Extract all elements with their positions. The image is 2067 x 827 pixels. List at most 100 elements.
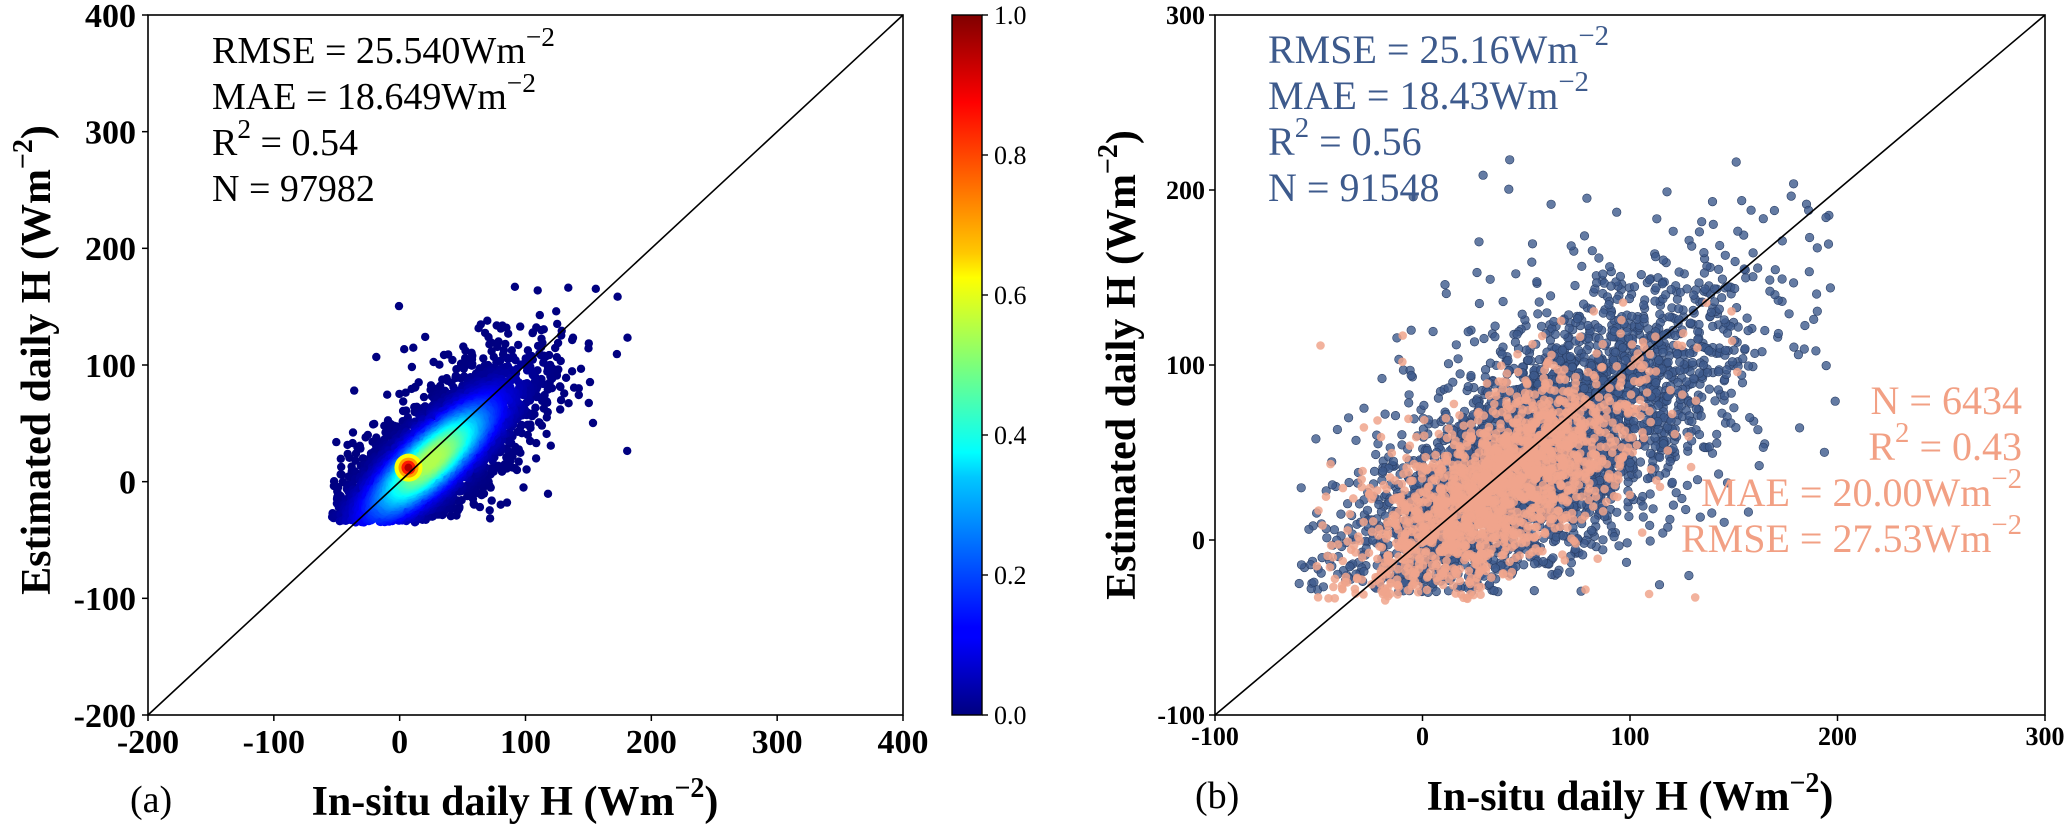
panel-b-point-blue — [1336, 509, 1346, 519]
panel-a-point — [584, 339, 593, 348]
panel-a-point — [446, 512, 456, 521]
panel-a-point — [380, 421, 389, 430]
y-tick-label: 400 — [85, 0, 136, 35]
colorbar-tick-label: 1.0 — [994, 1, 1027, 30]
panel-a-y-label-sup: −2 — [8, 139, 39, 169]
panel-a-x-label-close: ) — [704, 779, 718, 825]
panel-a: -200 -100 0 100 200 300 400 -200-1000100200300… — [8, 0, 1027, 825]
panel-a-point — [531, 403, 540, 412]
panel-a-point — [623, 333, 632, 342]
panel-a-point — [561, 373, 571, 382]
panel-a-x-label-sup: −2 — [674, 773, 704, 804]
panel-a-point — [555, 382, 565, 391]
panel-a-point — [556, 405, 565, 414]
panel-a-point — [410, 383, 420, 392]
panel-b-point-blue — [1579, 231, 1590, 241]
panel-b-point-blue — [1614, 541, 1624, 551]
panel-a-x-label-main: In-situ daily H (Wm — [312, 779, 675, 825]
panel-b-point-blue — [1645, 536, 1655, 546]
colorbar — [951, 14, 983, 716]
panel-a-point — [337, 470, 346, 479]
colorbar-tick-label: 0.0 — [994, 701, 1027, 730]
panel-b-point-blue — [1788, 278, 1799, 288]
panel-a-point — [351, 449, 361, 458]
panel-a-x-axis-label: In-situ daily H (Wm−2) — [312, 773, 719, 825]
panel-a-reference-line — [147, 14, 904, 716]
panel-a-point — [540, 390, 549, 400]
panel-b-point-blue — [1737, 196, 1747, 206]
colorbar-tick-label: 0.6 — [994, 281, 1027, 310]
panel-a-point — [551, 343, 560, 353]
panel-a-point — [514, 457, 523, 466]
y-tick-label: 300 — [85, 115, 136, 152]
panel-a-point — [552, 353, 562, 362]
panel-a-point — [428, 455, 437, 465]
panel-a-point — [553, 319, 562, 329]
panel-a-point — [479, 354, 488, 363]
panel-a-point — [516, 322, 525, 331]
panel-a-point — [419, 392, 429, 402]
panel-a-point — [537, 325, 546, 335]
panel-b-point-blue — [1534, 297, 1544, 307]
panel-b-point-blue — [1652, 214, 1662, 224]
panel-b-point-blue — [1794, 423, 1805, 433]
panel-a-point — [574, 390, 583, 400]
panel-a-stat-line: R2 = 0.54 — [212, 114, 358, 164]
panel-a-point — [400, 345, 409, 354]
x-tick-label: 200 — [626, 724, 677, 761]
panel-a-point — [485, 506, 494, 515]
panel-a-point — [407, 362, 417, 372]
panel-a-point — [543, 367, 552, 376]
panel-a-stat-line: N = 97982 — [212, 168, 375, 210]
panel-a-point — [351, 456, 360, 465]
panel-b-point-blue — [1668, 500, 1678, 510]
panel-a-point — [591, 284, 600, 293]
panel-a-point — [474, 324, 483, 333]
panel-a-point — [552, 307, 561, 316]
panel-a-point — [522, 465, 531, 474]
panel-a-point — [332, 437, 341, 447]
panel-a-point — [383, 390, 392, 399]
y-tick-label: 100 — [85, 348, 136, 385]
panel-a-point — [487, 496, 496, 505]
panel-a-point — [493, 342, 502, 352]
panel-a-point — [507, 346, 516, 355]
panel-a-point — [564, 399, 573, 408]
panel-a-point — [467, 361, 477, 370]
panel-a-point — [435, 360, 444, 369]
panel-a-point — [543, 489, 553, 498]
panel-a-point — [568, 335, 577, 345]
panel-a-point — [504, 329, 513, 338]
x-tick-label: 400 — [878, 724, 929, 761]
panel-a-point — [448, 355, 457, 365]
panel-a-point — [394, 301, 404, 311]
panel-b-point-blue — [1294, 578, 1304, 589]
x-tick-label: 100 — [500, 724, 551, 761]
panel-a-label: (a) — [130, 779, 172, 821]
panel-a-point — [560, 389, 569, 398]
y-tick-label: 0 — [119, 465, 136, 502]
x-tick-label: -100 — [243, 724, 305, 761]
panel-a-point — [504, 354, 514, 363]
panel-a-point — [452, 365, 461, 374]
colorbar-tick-label: 0.4 — [994, 421, 1027, 450]
panel-a-point — [402, 406, 411, 415]
panel-a-point — [510, 282, 520, 291]
panel-a-point — [576, 364, 586, 373]
panel-a-stat-line: RMSE = 25.540Wm−2 — [212, 22, 555, 72]
panel-a-point — [546, 441, 555, 450]
panel-a-point — [496, 500, 505, 509]
x-tick-label: 300 — [752, 724, 803, 761]
y-tick-label: 200 — [85, 231, 136, 268]
panel-a-point — [542, 429, 551, 439]
panel-a-point — [539, 404, 548, 413]
panel-a-y-axis-label: Estimated daily H (Wm−2) — [8, 125, 60, 595]
panel-a-point — [409, 343, 418, 352]
panel-a-point — [564, 283, 573, 292]
colorbar-tick-label: 0.8 — [994, 141, 1027, 170]
panel-a-point — [483, 316, 492, 325]
panel-a-point — [612, 349, 622, 359]
panel-a-point — [485, 514, 495, 523]
